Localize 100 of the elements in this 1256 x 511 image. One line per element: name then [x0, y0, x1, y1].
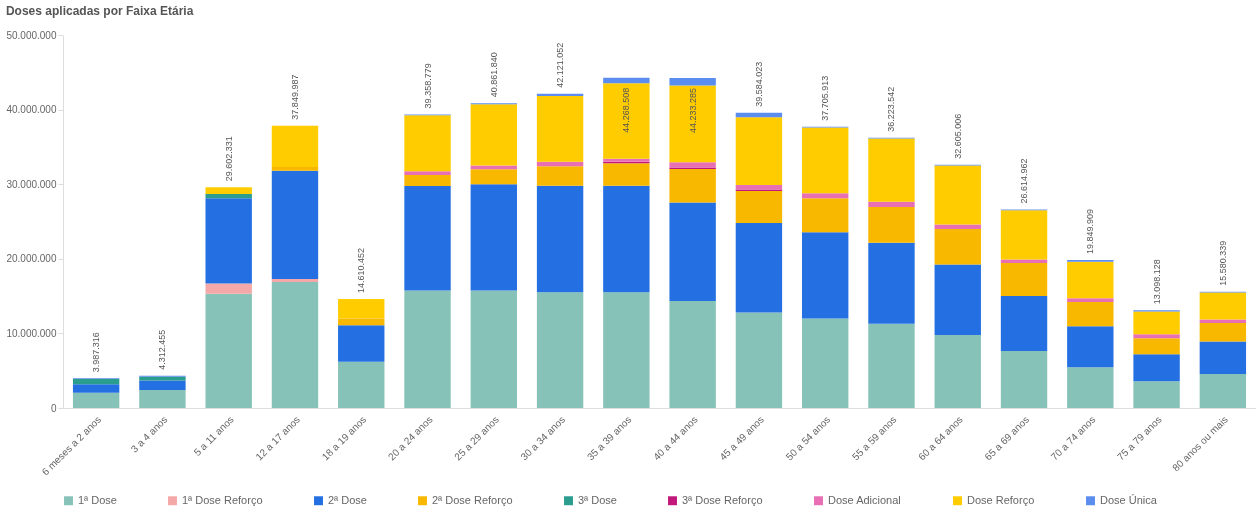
bar [735, 222, 783, 313]
bar [934, 224, 981, 229]
y-tick-label: 20.000.000 [6, 253, 57, 265]
bar [470, 290, 517, 408]
bar [338, 361, 385, 408]
y-tick-label: 10.000.000 [6, 327, 57, 339]
bar [1067, 326, 1114, 368]
legend-label: Dose Reforço [967, 493, 1035, 506]
bar [72, 392, 120, 408]
total-label: 14.610.452 [356, 247, 367, 294]
bar [338, 325, 385, 362]
bar [271, 170, 319, 279]
total-label: 44.268.508 [621, 87, 632, 133]
bar [669, 300, 716, 408]
legend-label: 2ª Dose [328, 493, 367, 506]
bar [868, 201, 915, 207]
total-label: 4.312.455 [157, 329, 168, 370]
bar [271, 167, 319, 171]
bar [669, 162, 716, 168]
bar [669, 85, 716, 163]
bar [669, 78, 716, 86]
legend-label: Dose Adicional [828, 493, 901, 506]
bar [603, 77, 650, 84]
bar [404, 290, 451, 408]
bar [735, 117, 783, 185]
bar [934, 228, 981, 265]
total-label: 39.584.023 [753, 61, 764, 107]
bar [669, 168, 716, 203]
bar [1067, 302, 1114, 327]
legend-label: 1ª Dose [78, 493, 117, 506]
bar [205, 283, 252, 294]
bar [1067, 261, 1114, 299]
bar [271, 125, 319, 168]
total-label: 3.987.316 [91, 332, 102, 373]
total-label: 29.602.331 [223, 136, 234, 182]
bar [735, 312, 783, 408]
legend-label: Dose Única [1100, 493, 1158, 506]
bar [802, 318, 849, 408]
bar [72, 384, 120, 393]
bar [536, 185, 584, 293]
bar [603, 83, 650, 159]
total-label: 19.849.909 [1085, 208, 1096, 254]
bar [72, 378, 120, 385]
total-label: 44.233.285 [687, 88, 698, 134]
bar [1067, 367, 1114, 408]
total-label: 32.605.006 [952, 113, 963, 159]
total-label: 13.098.128 [1151, 259, 1162, 305]
total-label: 26.614.962 [1019, 158, 1030, 204]
bar [470, 184, 517, 291]
total-label: 37.705.913 [820, 75, 831, 121]
bar [802, 193, 849, 199]
total-label: 39.358.779 [422, 63, 433, 109]
y-tick-label: 40.000.000 [6, 104, 57, 116]
legend-label: 1ª Dose Reforço [182, 493, 263, 506]
legend-label: 2ª Dose Reforço [432, 493, 513, 506]
bar [603, 292, 650, 408]
bar [470, 104, 517, 166]
bar [205, 198, 252, 284]
bar [1000, 262, 1048, 297]
bar [868, 323, 915, 408]
bar [1000, 296, 1048, 351]
bar [934, 264, 981, 335]
y-tick-label: 50.000.000 [6, 29, 57, 41]
chart-title: Doses aplicadas por Faixa Etária [5, 4, 194, 18]
bar [536, 96, 584, 162]
legend-label: 3ª Dose Reforço [682, 493, 763, 506]
bar [735, 190, 783, 223]
bar [205, 193, 252, 199]
bar [1199, 341, 1247, 375]
bar [1199, 322, 1247, 342]
bar [868, 242, 915, 324]
bar [802, 198, 849, 233]
bar [1067, 298, 1114, 303]
bar [802, 232, 849, 319]
total-label: 42.121.052 [555, 42, 566, 88]
bar [404, 115, 451, 172]
bar [139, 380, 186, 391]
bar [536, 166, 584, 186]
bar [1133, 354, 1180, 382]
total-label: 37.849.987 [289, 74, 300, 120]
bar [868, 138, 915, 202]
y-tick-label: 0 [50, 402, 57, 414]
bar [404, 171, 451, 175]
bar [669, 202, 716, 301]
bar [802, 127, 849, 194]
bar [205, 187, 252, 194]
total-label: 15.580.339 [1217, 240, 1228, 286]
bar [536, 292, 584, 408]
bar [934, 334, 981, 408]
bar [934, 165, 981, 225]
bar [1133, 311, 1180, 335]
bar [470, 169, 517, 185]
bar [1000, 210, 1048, 260]
y-tick-label: 30.000.000 [6, 178, 57, 190]
bar [603, 163, 650, 186]
bar [271, 281, 319, 408]
bar [1133, 381, 1180, 408]
bar [1000, 350, 1048, 408]
bar [404, 174, 451, 187]
bar [603, 185, 650, 293]
